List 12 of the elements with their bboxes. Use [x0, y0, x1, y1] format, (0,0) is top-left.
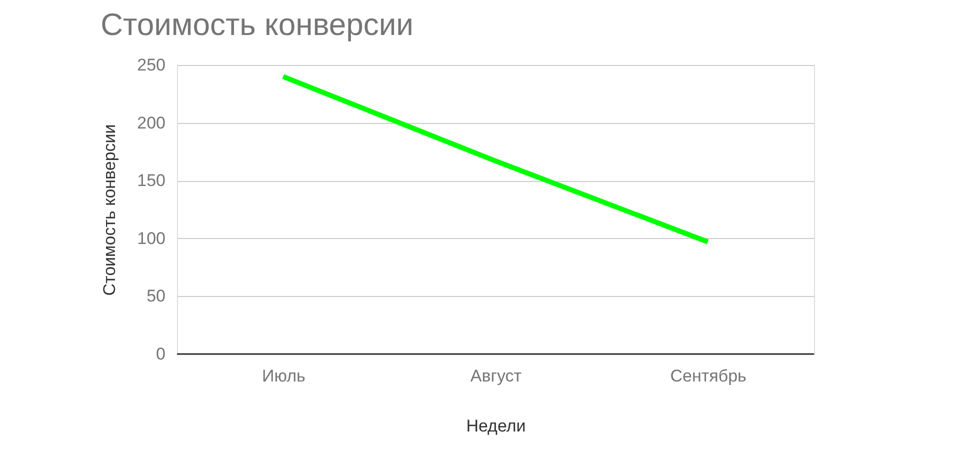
x-axis-title: Недели: [466, 416, 526, 436]
x-tick-label: Июль: [262, 366, 306, 386]
y-tick-label: 50: [146, 286, 166, 306]
y-tick-label: 0: [156, 344, 166, 364]
x-tick-label: Август: [470, 366, 522, 386]
y-tick-label: 250: [137, 56, 166, 74]
x-tick-label: Сентябрь: [670, 366, 747, 386]
y-tick-label: 150: [137, 171, 166, 190]
chart-title: Стоимость конверсии: [100, 7, 414, 42]
y-tick-label: 200: [137, 113, 166, 132]
y-tick-label: 100: [137, 228, 166, 248]
y-axis-title: Стоимость конверсии: [100, 124, 120, 296]
